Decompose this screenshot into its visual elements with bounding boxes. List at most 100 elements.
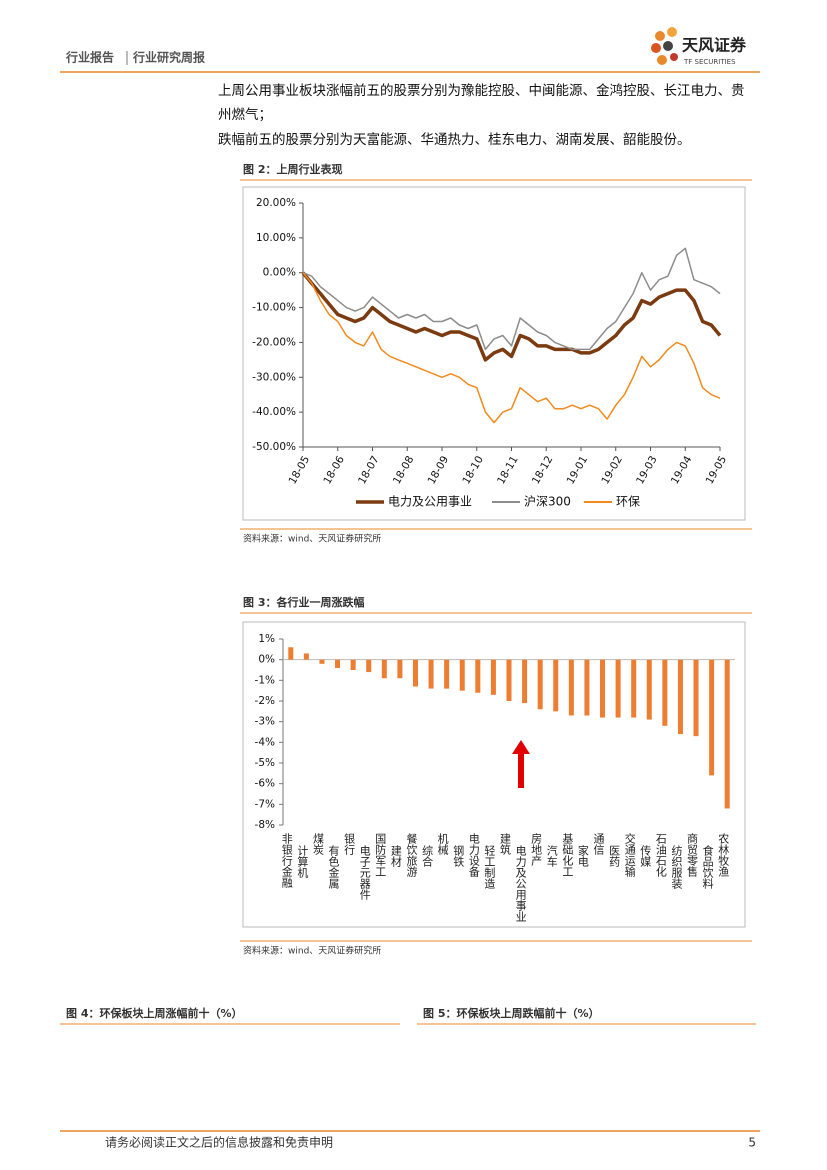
y-tick-label: 1% <box>258 633 275 645</box>
x-tick-label: 综合 <box>421 844 434 867</box>
y-tick-label: -30.00% <box>252 371 296 383</box>
x-tick-label: 商贸零售 <box>686 832 699 878</box>
x-tick-label: 18-10 <box>460 454 486 486</box>
x-tick-label: 18-07 <box>356 454 382 486</box>
bar <box>303 653 309 660</box>
x-tick-label: 传媒 <box>639 845 652 868</box>
figure-title: 图 3：各行业一周涨跌幅 <box>243 595 364 609</box>
bar <box>615 659 621 718</box>
bar <box>350 659 356 670</box>
x-tick-label: 18-05 <box>287 454 313 486</box>
y-tick-label: 20.00% <box>256 197 296 209</box>
bar <box>522 659 528 704</box>
x-tick-label: 国防军工 <box>374 833 387 877</box>
bar <box>319 659 325 664</box>
x-tick-label: 18-12 <box>530 454 556 486</box>
x-tick-label: 电力及公用事业 <box>514 845 527 922</box>
x-tick-label: 电力设备 <box>467 833 480 878</box>
x-tick-label: 农林牧渔 <box>717 832 730 878</box>
figure-title: 图 4：环保板块上周涨幅前十（%） <box>66 1006 243 1020</box>
bar <box>490 659 496 695</box>
x-tick-label: 19-02 <box>599 454 625 486</box>
x-tick-label: 通信 <box>592 833 605 856</box>
bar <box>677 659 683 735</box>
y-tick-label: -20.00% <box>252 336 296 348</box>
x-tick-label: 19-05 <box>704 454 730 486</box>
bar <box>553 659 559 712</box>
y-tick-label: -10.00% <box>252 302 296 314</box>
paragraph-line: 上周公用事业板块涨幅前五的股票分别为豫能控股、中闽能源、金鸿控股、长江电力、贵 <box>218 82 745 99</box>
paragraph-line: 跌幅前五的股票分别为天富能源、华通热力、桂东电力、湖南发展、韶能股份。 <box>218 131 691 148</box>
x-tick-label: 非银行金融 <box>280 833 293 889</box>
x-tick-label: 计算机 <box>296 845 309 878</box>
x-tick-label: 煤炭 <box>311 833 324 856</box>
x-tick-label: 银行 <box>343 832 356 856</box>
y-tick-label: -1% <box>255 674 275 686</box>
bar <box>568 659 574 716</box>
y-tick-label: -5% <box>255 757 275 769</box>
x-tick-label: 电子元器件 <box>358 845 371 901</box>
chart-frame <box>242 186 746 521</box>
footer-text: 请务必阅读正文之后的信息披露和免责申明 <box>105 1135 333 1150</box>
bar <box>600 659 606 718</box>
y-tick-label: -7% <box>255 798 275 810</box>
x-tick-label: 钢铁 <box>452 845 465 867</box>
highlight-arrow <box>512 740 530 788</box>
figure-source: 资料来源：wind、天风证券研究所 <box>243 945 381 957</box>
y-tick-label: 0.00% <box>263 267 296 279</box>
header-right: 行业研究周报 <box>132 50 205 65</box>
bar <box>475 659 481 693</box>
bar <box>584 659 590 716</box>
bar <box>631 659 637 718</box>
x-tick-label: 餐饮旅游 <box>405 832 418 877</box>
x-tick-label: 汽车 <box>545 844 558 868</box>
x-tick-label: 食品饮料 <box>701 844 714 890</box>
x-tick-label: 医药 <box>608 845 621 868</box>
x-tick-label: 建筑 <box>499 832 512 855</box>
legend-label: 沪深300 <box>524 495 571 509</box>
x-tick-label: 19-01 <box>565 454 591 486</box>
bar <box>709 659 715 776</box>
header-left: 行业报告 <box>65 50 114 65</box>
logo-subtext: TF SECURITIES <box>683 58 736 66</box>
bar <box>397 659 403 679</box>
bar <box>693 659 699 737</box>
figure-title: 图 5：环保板块上周跌幅前十（%） <box>423 1006 600 1020</box>
x-tick-label: 19-04 <box>669 454 695 487</box>
bar <box>646 659 652 720</box>
x-tick-label: 有色金属 <box>327 844 340 890</box>
bar <box>506 659 512 701</box>
figure-source: 资料来源：wind、天风证券研究所 <box>243 533 381 545</box>
bar <box>537 659 543 710</box>
x-tick-label: 18-06 <box>321 454 347 487</box>
bar <box>288 647 294 660</box>
bar <box>412 659 418 687</box>
figure-title: 图 2：上周行业表现 <box>243 162 342 176</box>
paragraph-line: 州燃气； <box>218 106 272 123</box>
bar <box>366 659 372 673</box>
series-line <box>301 271 722 362</box>
x-tick-label: 交通运输 <box>623 832 636 878</box>
y-tick-label: 0% <box>258 654 275 666</box>
x-tick-label: 纺织服装 <box>670 844 683 890</box>
bar <box>444 659 450 689</box>
y-tick-label: -50.00% <box>252 441 296 453</box>
logo-text: 天风证券 <box>682 36 747 55</box>
y-tick-label: -3% <box>255 716 275 728</box>
legend-label: 环保 <box>616 495 640 509</box>
page-number: 5 <box>748 1136 756 1150</box>
series-line <box>302 247 721 351</box>
y-tick-label: -2% <box>255 695 275 707</box>
x-tick-label: 机械 <box>436 832 449 856</box>
y-tick-label: -6% <box>255 778 275 790</box>
bar <box>724 659 730 809</box>
x-tick-label: 建材 <box>389 844 402 867</box>
logo-mark <box>651 27 678 65</box>
bar <box>335 659 341 668</box>
bar <box>428 659 434 689</box>
x-tick-label: 18-11 <box>495 454 521 486</box>
x-tick-label: 石油石化 <box>654 833 667 878</box>
chart-frame <box>242 621 746 928</box>
